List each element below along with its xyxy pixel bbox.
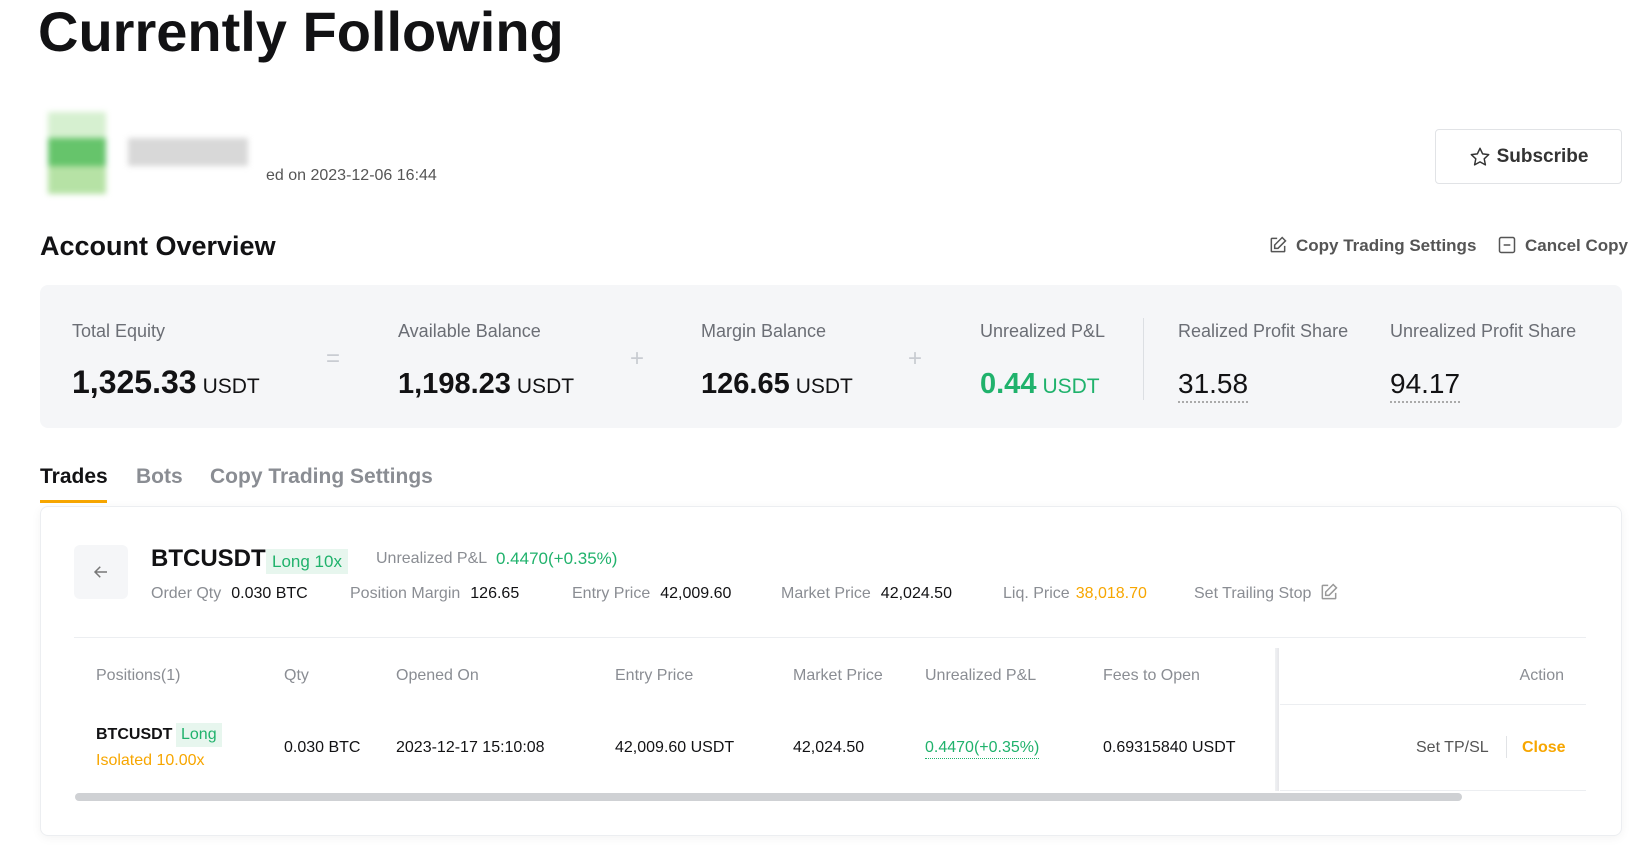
- overview-panel: [40, 285, 1622, 428]
- metric-number: 126.65: [701, 368, 790, 400]
- position-badge: Long 10x: [266, 549, 348, 574]
- separator: [1280, 704, 1586, 705]
- position-card: [40, 506, 1622, 836]
- position-symbol: BTCUSDT: [151, 545, 266, 572]
- section-title: Account Overview: [40, 231, 276, 261]
- detail-value: 126.65: [470, 585, 520, 602]
- row-qty: 0.030 BTC: [284, 739, 361, 756]
- detail: Market Price 42,024.50: [781, 586, 952, 602]
- detail-label: Market Price: [781, 585, 871, 602]
- table-header: Qty: [284, 667, 309, 684]
- row-side-badge: Long: [176, 723, 222, 747]
- page-title: Currently Following: [38, 0, 564, 63]
- metric-value: 0.44 USDT: [980, 370, 1100, 399]
- action-label: Cancel Copy: [1525, 235, 1628, 255]
- metric-value: 1,198.23 USDT: [398, 370, 574, 399]
- table-header: Positions(1): [96, 667, 181, 684]
- metric-value[interactable]: 94.17: [1390, 370, 1461, 403]
- metric-unit: USDT: [516, 375, 575, 398]
- detail-label: Entry Price: [572, 585, 651, 602]
- row-fees: 0.69315840 USDT: [1103, 739, 1236, 756]
- table-header: Opened On: [396, 667, 479, 684]
- minus-box-icon: [1498, 236, 1516, 254]
- metric-unit: USDT: [795, 375, 853, 398]
- table-header: Entry Price: [615, 667, 694, 684]
- detail-label: Liq. Price: [1003, 585, 1070, 602]
- metric-number: 0.44: [980, 368, 1037, 400]
- subscribe-label: Subscribe: [1496, 146, 1589, 167]
- blurred-avatar: [36, 110, 266, 198]
- followed-note: ed on 2023-12-06 16:44: [266, 167, 437, 184]
- table-header: Action: [1519, 667, 1564, 684]
- tab-underline: [40, 500, 107, 503]
- pnl-label: Unrealized P&L: [376, 550, 488, 567]
- metric-number: 1,325.33: [72, 364, 197, 400]
- trailing-stop-label: Set Trailing Stop: [1194, 585, 1312, 602]
- table-header: Fees to Open: [1103, 667, 1200, 684]
- metric-label: Unrealized P&L: [980, 321, 1106, 341]
- metric-value: 126.65 USDT: [701, 370, 853, 399]
- operator: +: [908, 345, 923, 372]
- table-header: Market Price: [793, 667, 883, 684]
- metric-label: Unrealized Profit Share: [1390, 321, 1577, 341]
- row-margin-mode: Isolated 10.00x: [96, 752, 205, 769]
- divider: [1143, 318, 1144, 400]
- edit-icon: [1321, 583, 1338, 600]
- detail-value: 42,024.50: [880, 585, 952, 602]
- arrow-left-icon: [93, 566, 107, 578]
- metric-value[interactable]: 31.58: [1178, 370, 1249, 403]
- star-icon: [1470, 147, 1490, 166]
- operator: +: [630, 345, 645, 372]
- close-button[interactable]: Close: [1522, 739, 1566, 756]
- back-button[interactable]: [74, 545, 128, 599]
- detail: Entry Price 42,009.60: [572, 586, 731, 602]
- detail-value: 0.030 BTC: [231, 585, 308, 602]
- metric-unit: USDT: [202, 375, 260, 398]
- detail: Position Margin 126.65: [350, 586, 519, 602]
- separator: [74, 637, 1586, 638]
- subscribe-button[interactable]: Subscribe: [1435, 129, 1622, 184]
- copy-settings-link[interactable]: Copy Trading Settings: [1268, 235, 1476, 255]
- metric-label: Margin Balance: [701, 321, 827, 341]
- detail: Order Qty 0.030 BTC: [151, 586, 308, 602]
- row-pnl: 0.4470(+0.35%): [925, 740, 1040, 759]
- metric-value: 1,325.33 USDT: [72, 366, 260, 398]
- table-header: Unrealized P&L: [925, 667, 1037, 684]
- tab[interactable]: Copy Trading Settings: [210, 465, 433, 488]
- action-label: Copy Trading Settings: [1296, 235, 1477, 255]
- edit-icon: [1270, 236, 1287, 253]
- row-symbol: BTCUSDT: [96, 726, 173, 743]
- detail: Liq. Price 38,018.70: [1003, 586, 1147, 602]
- row-opened-on: 2023-12-17 15:10:08: [396, 739, 545, 756]
- metric-number: 1,198.23: [398, 368, 511, 400]
- action-divider: [1506, 736, 1507, 758]
- detail-label: Order Qty: [151, 585, 222, 602]
- metric-label: Realized Profit Share: [1178, 321, 1349, 341]
- set-tpsl-button[interactable]: Set TP/SL: [1416, 739, 1489, 756]
- detail-value: 38,018.70: [1075, 585, 1147, 602]
- tab[interactable]: Bots: [136, 465, 183, 488]
- metric-label: Total Equity: [72, 321, 166, 341]
- cancel-copy-link[interactable]: Cancel Copy: [1497, 235, 1628, 255]
- metric-unit: USDT: [1042, 375, 1100, 398]
- row-entry-price: 42,009.60 USDT: [615, 739, 735, 756]
- separator: [1280, 790, 1586, 791]
- detail-label: Position Margin: [350, 585, 461, 602]
- pnl-value: 0.4470(+0.35%): [496, 549, 618, 568]
- detail-value: 42,009.60: [660, 585, 732, 602]
- operator: =: [326, 345, 341, 372]
- row-market-price: 42,024.50: [793, 739, 865, 756]
- tab-active[interactable]: Trades: [40, 465, 108, 488]
- trailing-stop-link[interactable]: Set Trailing Stop: [1194, 583, 1339, 602]
- scrollbar[interactable]: [75, 793, 1462, 801]
- sticky-column-divider: [1275, 648, 1279, 791]
- metric-label: Available Balance: [398, 321, 541, 341]
